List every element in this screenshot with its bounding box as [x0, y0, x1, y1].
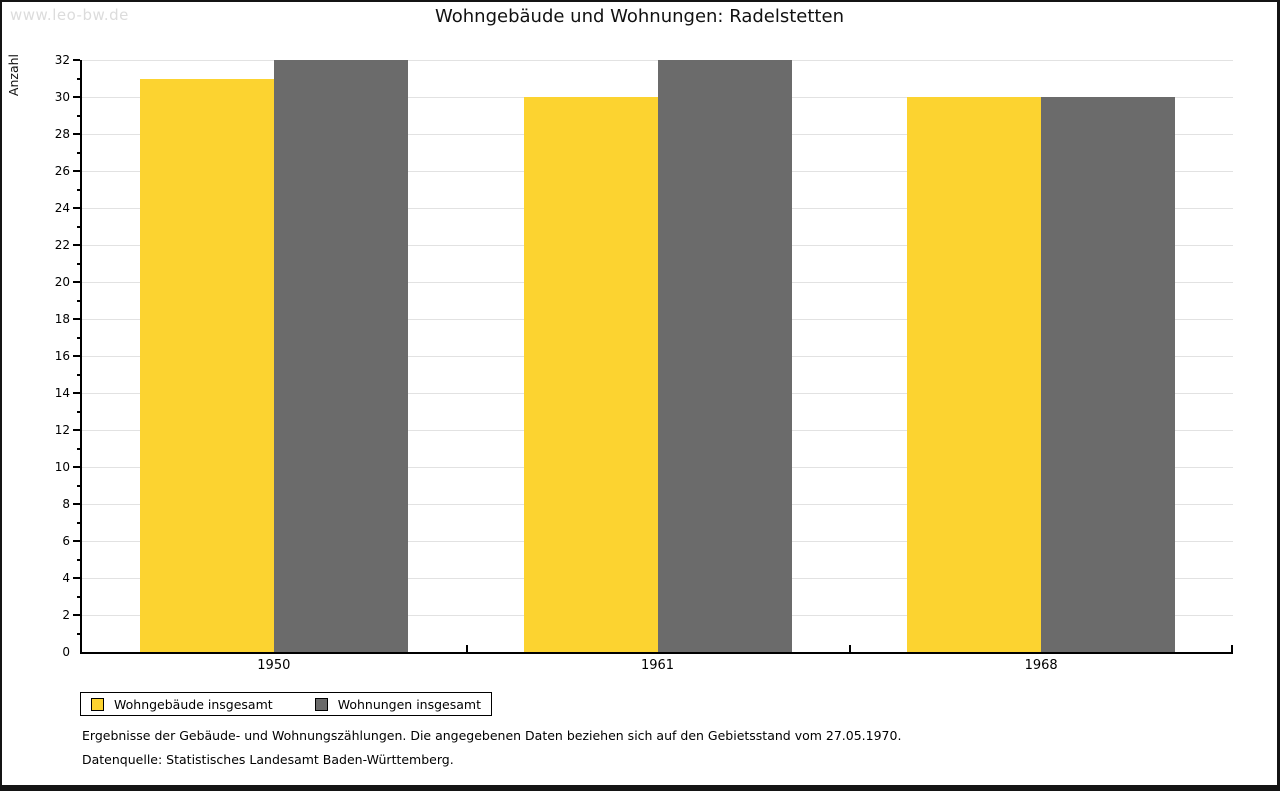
y-minor-tick — [77, 484, 81, 487]
y-minor-tick — [77, 188, 81, 191]
y-tick-label: 26 — [54, 164, 70, 178]
y-minor-tick — [77, 114, 81, 117]
y-tick-label: 4 — [62, 571, 70, 585]
y-tick-label: 8 — [62, 497, 70, 511]
legend-label: Wohnungen insgesamt — [337, 696, 481, 712]
bar-series1-1950 — [139, 78, 274, 652]
footnote-line-2: Datenquelle: Statistisches Landesamt Bad… — [82, 752, 454, 767]
legend-item: Wohnungen insgesamt — [314, 696, 481, 712]
y-minor-tick — [77, 632, 81, 635]
y-tick-label: 12 — [54, 423, 70, 437]
y-tick-label: 28 — [54, 127, 70, 141]
bar-series1-1968 — [907, 97, 1042, 652]
legend-swatch — [314, 697, 328, 711]
y-minor-tick — [77, 595, 81, 598]
y-major-tick — [73, 170, 80, 172]
y-major-tick — [73, 429, 80, 431]
x-tick-label: 1950 — [257, 658, 291, 673]
y-minor-tick — [77, 336, 81, 339]
y-tick-label: 2 — [62, 608, 70, 622]
y-major-tick — [73, 281, 80, 283]
y-major-tick — [73, 577, 80, 579]
bar-series1-1961 — [523, 97, 658, 652]
y-major-tick — [73, 96, 80, 98]
y-tick-label: 20 — [54, 275, 70, 289]
y-minor-tick — [77, 151, 81, 154]
y-tick-label: 6 — [62, 534, 70, 548]
y-tick-label: 18 — [54, 312, 70, 326]
chart-title: Wohngebäude und Wohnungen: Radelstetten — [435, 6, 844, 27]
y-minor-tick — [77, 521, 81, 524]
y-tick-label: 16 — [54, 349, 70, 363]
x-tick-label: 1968 — [1024, 658, 1058, 673]
legend-swatch — [91, 697, 104, 711]
legend-label: Wohngebäude insgesamt — [114, 696, 273, 712]
y-tick-label: 22 — [54, 238, 70, 252]
y-major-tick — [73, 244, 80, 246]
y-major-tick — [73, 207, 80, 209]
y-major-tick — [73, 355, 80, 357]
y-tick-label: 30 — [54, 90, 70, 104]
y-major-tick — [73, 133, 80, 135]
x-tick-label: 1961 — [640, 658, 675, 673]
y-major-tick — [73, 466, 80, 468]
y-axis-title: Anzahl — [6, 54, 21, 97]
y-tick-label: 10 — [54, 460, 70, 474]
y-minor-tick — [77, 225, 81, 228]
y-minor-tick — [77, 77, 81, 80]
y-major-tick — [73, 318, 80, 320]
y-minor-tick — [77, 299, 81, 302]
watermark-text: www.leo-bw.de — [10, 6, 129, 24]
footnote-line-1: Ergebnisse der Gebäude- und Wohnungszähl… — [82, 728, 902, 743]
bar-series2-1950 — [273, 60, 408, 652]
bar-series2-1968 — [1041, 97, 1176, 652]
y-minor-tick — [77, 262, 81, 265]
x-boundary-tick — [849, 645, 852, 652]
y-minor-tick — [77, 447, 81, 450]
x-boundary-tick — [1231, 645, 1233, 652]
y-major-tick — [73, 392, 80, 394]
y-minor-tick — [77, 410, 81, 413]
bar-series2-1961 — [657, 60, 792, 652]
y-tick-label: 32 — [54, 53, 70, 67]
legend-item: Wohngebäude insgesamt — [91, 697, 273, 712]
y-tick-label: 24 — [54, 201, 70, 215]
y-major-tick — [73, 540, 80, 542]
y-tick-label: 0 — [62, 645, 70, 659]
y-major-tick — [73, 59, 80, 61]
legend: Wohngebäude insgesamt Wohnungen insgesamt — [80, 692, 492, 716]
y-major-tick — [73, 503, 80, 505]
y-major-tick — [73, 614, 80, 616]
x-boundary-tick — [465, 645, 468, 652]
y-tick-label: 14 — [54, 386, 70, 400]
y-minor-tick — [77, 558, 81, 561]
y-minor-tick — [77, 373, 81, 376]
plot-area: 1950 1961 1968 0 2 4 6 8 10 12 14 16 18 20 22 24 26 28 30 3… — [55, 53, 1233, 673]
